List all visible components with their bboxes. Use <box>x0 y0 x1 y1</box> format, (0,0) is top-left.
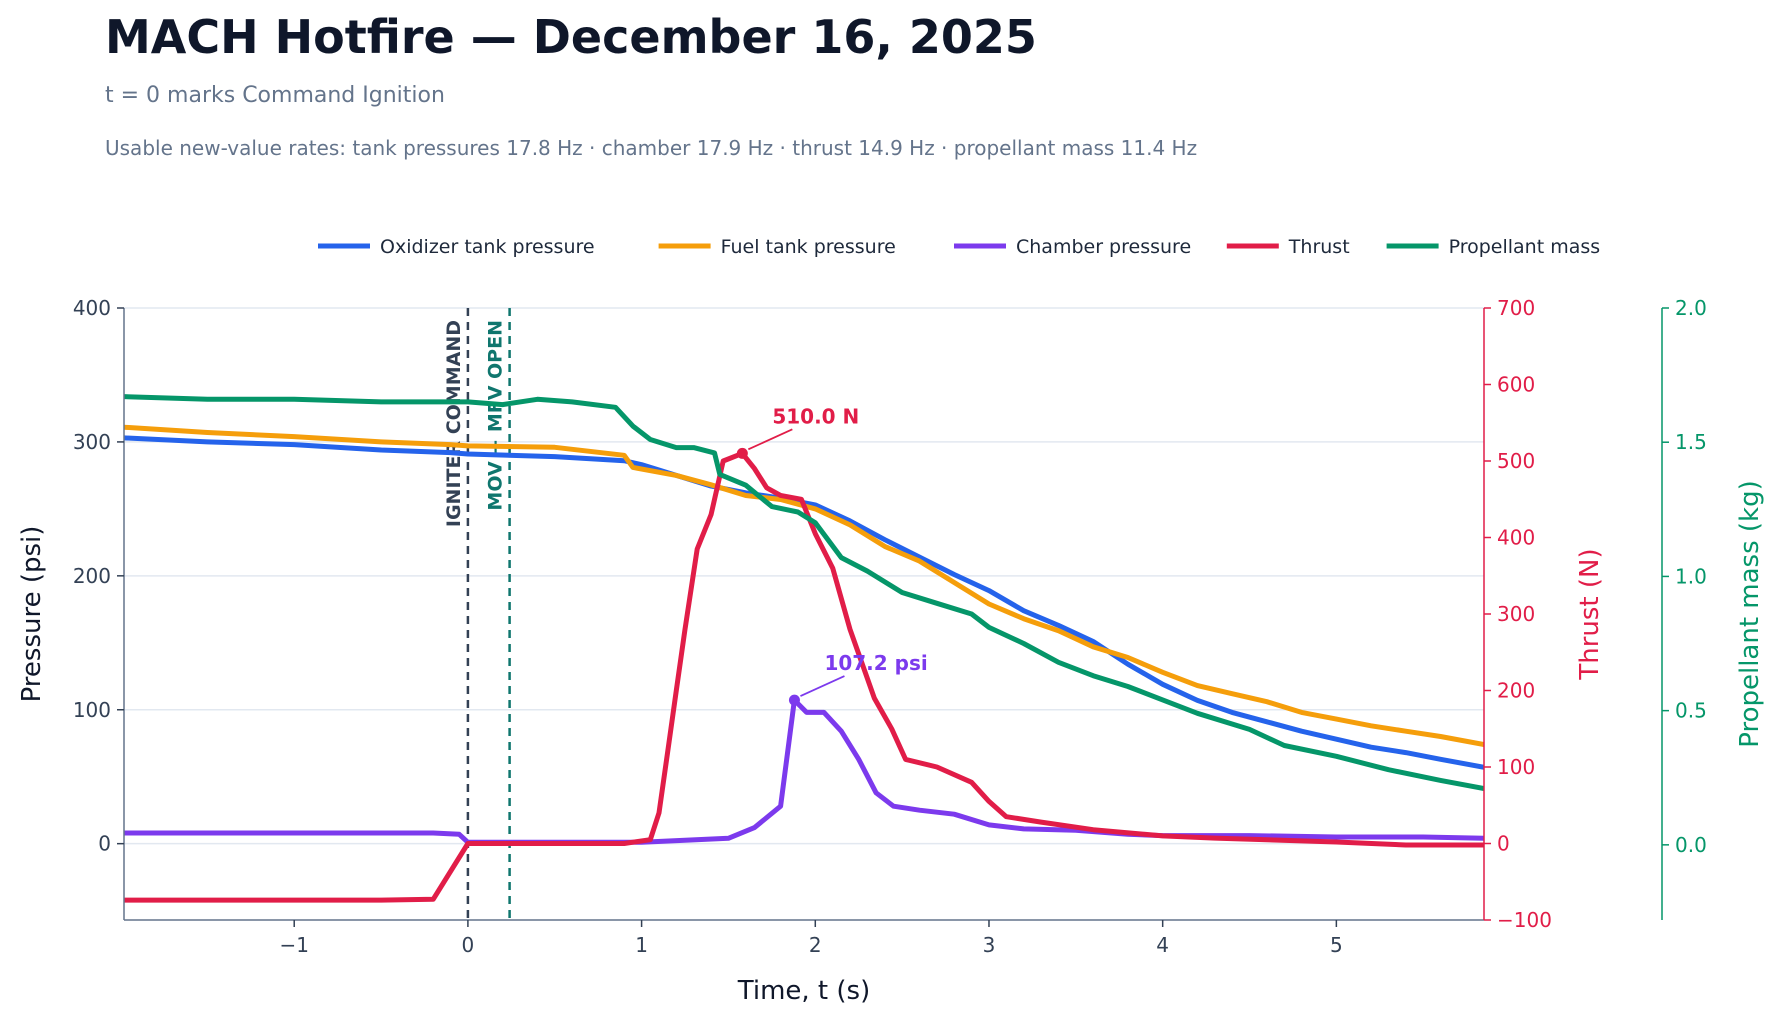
annotation-leader <box>747 428 793 451</box>
legend-entry: Propellant mass <box>1449 236 1601 258</box>
x-tick-label: 0 <box>462 933 475 957</box>
legend-entry: Chamber pressure <box>1016 236 1191 258</box>
x-tick-label: 1 <box>635 933 648 957</box>
peak-marker <box>788 694 800 706</box>
series-line <box>124 435 1484 770</box>
x-tick-label: 3 <box>983 933 996 957</box>
y3-tick-label: 0.5 <box>1675 699 1707 723</box>
y-tick-label: 200 <box>73 564 111 588</box>
series-line <box>124 424 1484 748</box>
chart-title: MACH Hotfire — December 16, 2025 <box>105 10 1037 64</box>
y3-tick-label: 1.5 <box>1675 430 1707 454</box>
y3-tick-label: 1.0 <box>1675 564 1707 588</box>
x-tick-label: 5 <box>1330 933 1343 957</box>
y-tick-label: 400 <box>73 296 111 320</box>
y2-tick-label: −100 <box>1497 908 1552 932</box>
legend-entry: Thrust <box>1288 236 1350 258</box>
y3-tick-label: 0.0 <box>1675 833 1707 857</box>
annotation-label: 510.0 N <box>772 404 859 428</box>
series-line <box>124 394 1484 791</box>
y2-tick-label: 300 <box>1497 602 1535 626</box>
peak-marker <box>736 447 748 459</box>
y3-tick-label: 2.0 <box>1675 296 1707 320</box>
y2-tick-label: 100 <box>1497 755 1535 779</box>
series-line <box>124 697 1484 845</box>
y2-tick-label: 500 <box>1497 449 1535 473</box>
annotation-label: 107.2 psi <box>824 651 927 675</box>
y-tick-label: 300 <box>73 430 111 454</box>
y-axis-title: Pressure (psi) <box>17 526 47 703</box>
x-axis-title: Time, t (s) <box>737 976 870 1006</box>
annotation-leader <box>800 675 845 697</box>
y2-tick-label: 700 <box>1497 296 1535 320</box>
y2-tick-label: 400 <box>1497 526 1535 550</box>
y2-tick-label: 0 <box>1497 832 1510 856</box>
event-label: IGNITER COMMAND <box>443 320 465 527</box>
y-tick-label: 0 <box>98 832 111 856</box>
y2-tick-label: 200 <box>1497 679 1535 703</box>
chart-subtitle: t = 0 marks Command Ignition <box>105 83 445 108</box>
x-tick-label: 2 <box>809 933 822 957</box>
series-line <box>124 450 1484 903</box>
legend-entry: Fuel tank pressure <box>721 236 896 258</box>
y2-axis-title: Thrust (N) <box>1575 548 1605 680</box>
x-tick-label: 4 <box>1156 933 1169 957</box>
event-label: MOV + MFV OPEN <box>485 320 507 511</box>
y-tick-label: 100 <box>73 698 111 722</box>
rates-note: Usable new-value rates: tank pressures 1… <box>105 136 1198 160</box>
legend-entry: Oxidizer tank pressure <box>380 236 595 258</box>
y2-tick-label: 600 <box>1497 373 1535 397</box>
x-tick-label: −1 <box>279 933 308 957</box>
y3-axis-title: Propellant mass (kg) <box>1735 480 1765 748</box>
